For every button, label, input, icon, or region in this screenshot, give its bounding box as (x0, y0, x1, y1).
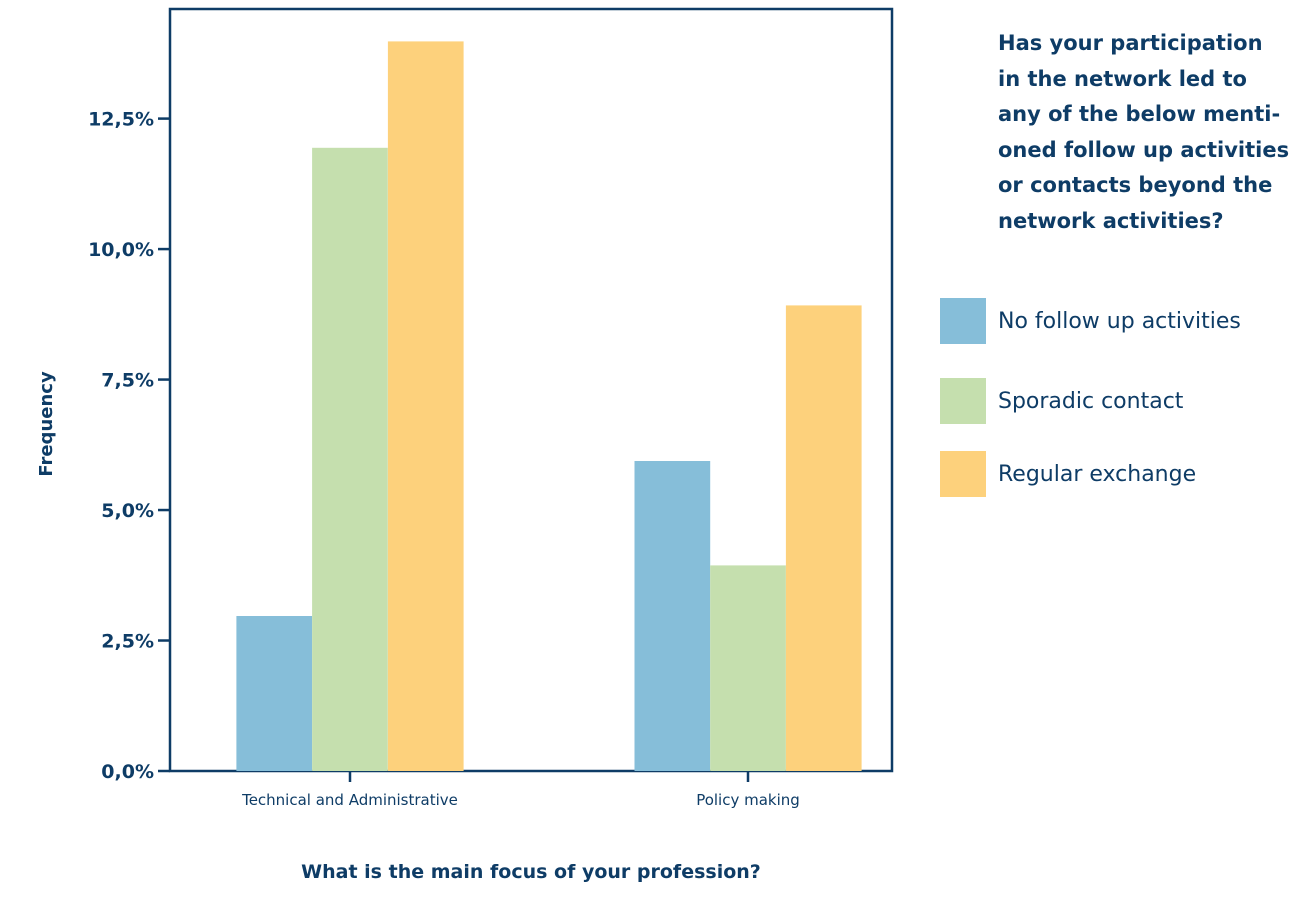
legend-label-regular-exchange: Regular exchange (998, 461, 1197, 487)
y-axis-label: Frequency (36, 371, 57, 477)
x-tick-label-technical-and-administrative: Technical and Administrative (241, 791, 458, 809)
legend-item-sporadic-contact: Sporadic contact (940, 378, 1183, 424)
bars-layer (236, 41, 862, 772)
y-tick-label: 5,0% (101, 500, 154, 522)
x-tick-label-policy-making: Policy making (696, 791, 800, 809)
y-tick-label: 0,0% (101, 761, 154, 783)
plot-frame (168, 7, 894, 773)
bar-policy-making-regular-exchange (785, 305, 862, 771)
bar-policy-making-no-follow-up-activities (634, 461, 711, 771)
legend-swatch-regular-exchange (940, 451, 986, 497)
bar-policy-making-sporadic-contact (710, 565, 786, 771)
y-tick-label: 2,5% (101, 631, 154, 653)
legend-item-no-follow-up: No follow up activities (940, 298, 1241, 344)
y-axis: 0,0% 2,5% 5,0% 7,5% 10,0% 12,5% (88, 109, 170, 783)
y-tick-label: 10,0% (88, 239, 154, 261)
x-axis: Technical and Administrative Policy makin… (241, 771, 800, 809)
bar-technical-and-administrative-sporadic-contact (312, 147, 388, 772)
legend-item-regular-exchange: Regular exchange (940, 451, 1196, 497)
legend-title: Has your participation in the network le… (998, 31, 1290, 233)
legend-label-sporadic-contact: Sporadic contact (998, 388, 1184, 414)
x-axis-label: What is the main focus of your professio… (301, 861, 761, 883)
legend-swatch-no-follow-up (940, 298, 986, 344)
y-tick-label: 7,5% (101, 370, 154, 392)
y-tick-label: 12,5% (88, 109, 154, 131)
bar-technical-and-administrative-regular-exchange (387, 41, 464, 771)
legend-label-no-follow-up: No follow up activities (998, 308, 1241, 334)
bar-technical-and-administrative-no-follow-up-activities (236, 616, 313, 771)
legend-swatch-sporadic-contact (940, 378, 986, 424)
